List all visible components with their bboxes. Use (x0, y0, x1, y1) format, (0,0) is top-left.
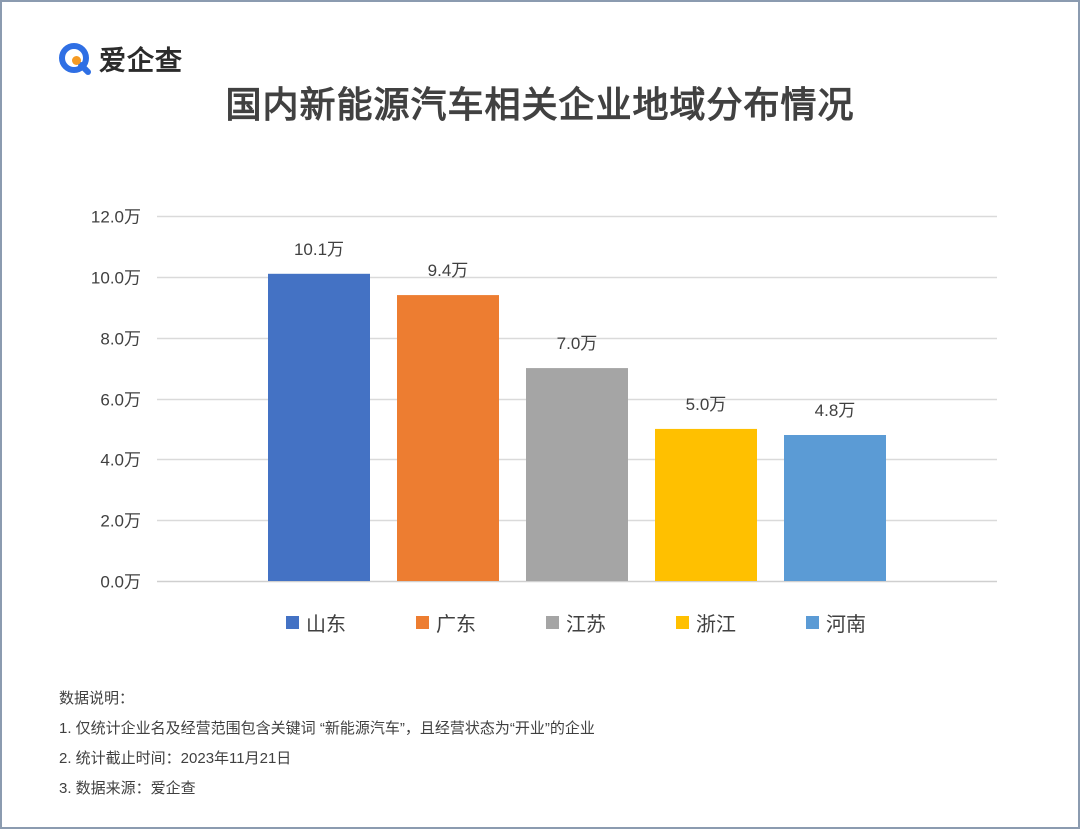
legend-marker (806, 615, 819, 629)
y-tick-label: 6.0万 (100, 391, 141, 410)
data-label: 9.4万 (428, 261, 469, 280)
legend-label: 江苏 (566, 613, 606, 636)
data-label: 10.1万 (294, 240, 344, 259)
bar-0 (268, 273, 370, 581)
y-tick-label: 4.0万 (100, 451, 141, 470)
legend-item: 广东 (416, 608, 476, 636)
y-tick-label: 2.0万 (100, 512, 141, 531)
y-tick-label: 12.0万 (91, 208, 141, 227)
data-label: 7.0万 (557, 334, 598, 353)
legend-label: 浙江 (696, 613, 736, 636)
legend-item: 河南 (806, 608, 866, 636)
bar-4 (784, 435, 886, 581)
note-item: 2. 统计截止时间：2023年11月21日 (59, 750, 292, 767)
search-magnifier-icon (59, 42, 91, 75)
chart-title: 国内新能源汽车相关企业地域分布情况 (225, 84, 855, 125)
bar-chart: 0.0万 2.0万 4.0万 6.0万 8.0万 10.0万 12.0万 10.1万 9.4万 7… (91, 208, 997, 592)
legend-item: 山东 (286, 608, 346, 636)
y-tick-label: 8.0万 (100, 330, 141, 349)
legend-marker (416, 615, 429, 629)
legend-label: 河南 (826, 613, 866, 636)
legend-marker (676, 615, 689, 629)
data-label: 4.8万 (815, 401, 856, 420)
legend-marker (546, 615, 559, 629)
legend-label: 广东 (436, 613, 476, 636)
bar-2 (526, 368, 628, 581)
y-tick-label: 10.0万 (91, 269, 141, 288)
brand-logo: 爱企查 (57, 39, 183, 78)
note-item: 1. 仅统计企业名及经营范围包含关键词 “新能源汽车”，且经营状态为“开业”的企… (59, 720, 595, 737)
legend-label: 山东 (306, 613, 346, 636)
legend-marker (286, 615, 299, 629)
notes-heading: 数据说明： (59, 690, 135, 707)
data-label: 5.0万 (686, 395, 727, 414)
brand-name: 爱企查 (99, 46, 183, 76)
legend-item: 浙江 (676, 608, 736, 636)
note-item: 3. 数据来源：爱企查 (59, 780, 196, 797)
bar-3 (655, 428, 757, 581)
data-notes: 数据说明： 1. 仅统计企业名及经营范围包含关键词 “新能源汽车”，且经营状态为… (59, 684, 595, 804)
legend-item: 江苏 (546, 608, 606, 636)
y-tick-label: 0.0万 (100, 573, 141, 592)
bar-1 (397, 295, 499, 581)
chart-legend: 山东 广东 江苏 浙江 河南 (2, 608, 1078, 636)
